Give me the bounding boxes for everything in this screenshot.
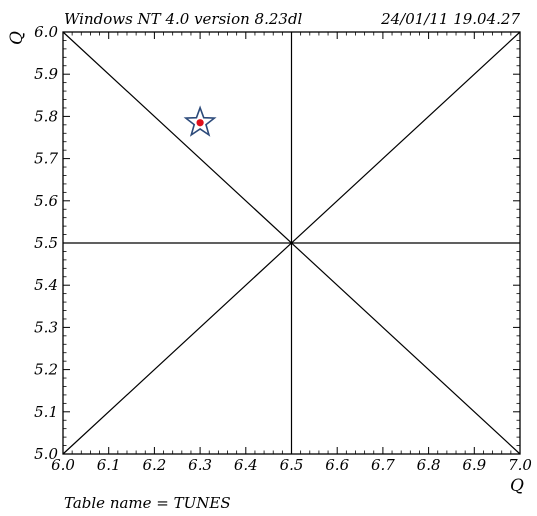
x-tick-label: 6.7 (371, 456, 395, 474)
header-timestamp: 24/01/11 19.04.27 (380, 10, 520, 28)
x-tick-label: 6.1 (97, 456, 121, 474)
x-tick-label: 6.2 (142, 456, 166, 474)
y-tick-label: 5.7 (34, 150, 58, 168)
x-tick-label: 6.5 (280, 456, 304, 474)
y-tick-label: 5.9 (34, 65, 58, 83)
y-tick-label: 5.8 (34, 107, 58, 125)
table-name-label: Table name = TUNES (64, 494, 231, 512)
y-tick-label: 5.6 (34, 192, 58, 210)
x-tick-label: 6.4 (234, 456, 258, 474)
data-point-dot (196, 119, 204, 127)
data-points (183, 105, 217, 137)
y-tick-label: 5.5 (34, 234, 58, 252)
y-tick-label: 5.0 (34, 445, 58, 463)
x-axis-title: Q (510, 476, 524, 496)
y-tick-label: 5.3 (34, 318, 58, 336)
plot-area: 6.0 6.1 6.2 6.3 6.4 6.5 6.6 6.7 6.8 6.9 7.0 5.0 5.1… (34, 23, 532, 474)
y-tick-label: 5.2 (34, 361, 58, 379)
y-tick-label: 5.4 (34, 276, 58, 294)
y-tick-label: 5.1 (34, 403, 58, 421)
x-tick-label: 6.9 (462, 456, 486, 474)
x-tick-label: 6.8 (417, 456, 441, 474)
y-axis-ticks: 5.0 5.1 5.2 5.3 5.4 5.5 5.6 5.7 5.8 5.9 6.0 (34, 23, 520, 463)
reference-lines (62, 31, 521, 455)
header-system-info: Windows NT 4.0 version 8.23dl (64, 10, 303, 28)
x-tick-label: 7.0 (508, 456, 532, 474)
x-tick-label: 6.6 (325, 456, 349, 474)
x-tick-label: 6.3 (188, 456, 212, 474)
y-axis-title: Q (7, 31, 27, 45)
y-tick-label: 6.0 (34, 23, 58, 41)
x-axis-ticks: 6.0 6.1 6.2 6.3 6.4 6.5 6.6 6.7 6.8 6.9 7.0 (51, 32, 532, 474)
x-tick-label: 6.0 (51, 456, 75, 474)
